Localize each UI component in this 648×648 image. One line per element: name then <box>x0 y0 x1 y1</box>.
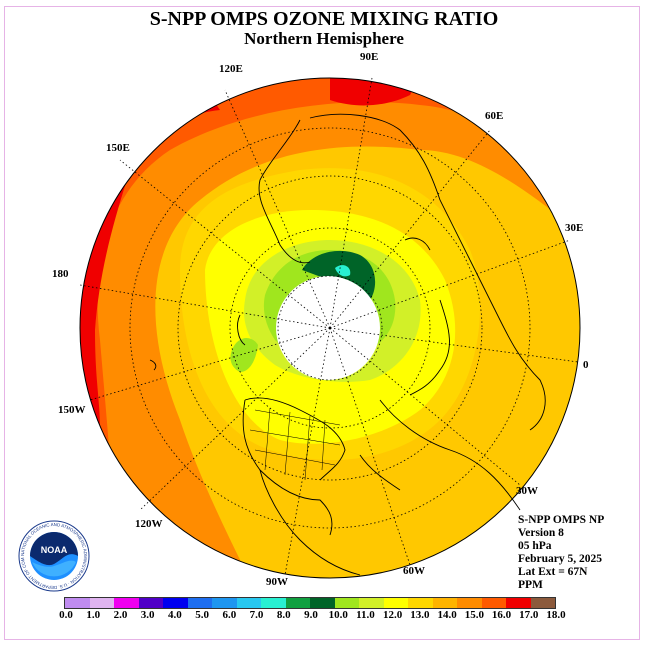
colorbar-tick-label: 15.0 <box>464 609 484 621</box>
colorbar-ticks: 0.0 1.0 2.0 3.0 4.0 5.0 6.0 7.0 8.0 9.0 10.0 11.0 12… <box>0 609 648 623</box>
colorbar-swatch <box>383 598 408 608</box>
lon-label-0: 0 <box>583 359 589 371</box>
map-subtitle: Northern Hemisphere <box>244 29 404 48</box>
colorbar-tick-label: 5.0 <box>195 609 209 621</box>
colorbar-swatch <box>236 598 261 608</box>
colorbar-swatch <box>285 598 310 608</box>
colorbar-swatch <box>408 598 433 608</box>
figure-frame <box>4 6 640 640</box>
noaa-logo: NATIONAL OCEANIC AND ATMOSPHERIC ADMINIS… <box>18 520 90 592</box>
map-title: S-NPP OMPS OZONE MIXING RATIO <box>149 8 499 30</box>
colorbar-swatch <box>432 598 457 608</box>
us-state-lines <box>249 407 341 481</box>
meridian-lines <box>79 77 579 576</box>
colorbar-swatch <box>163 598 188 608</box>
lon-label-120w: 120W <box>135 518 163 530</box>
colorbar-tick-label: 11.0 <box>356 609 375 621</box>
colorbar-tick-label: 3.0 <box>140 609 155 621</box>
colorbar-swatch <box>261 598 286 608</box>
colorbar-swatch <box>65 598 90 608</box>
colorbar-tick-label: 17.0 <box>519 609 539 621</box>
colorbar-tick-label: 18.0 <box>546 609 566 621</box>
colorbar-swatch <box>138 598 163 608</box>
colorbar-tick-label: 16.0 <box>491 609 512 621</box>
lon-label-180: 180 <box>52 268 69 280</box>
colorbar-swatch <box>212 598 237 608</box>
lon-label-60w: 60W <box>403 565 425 577</box>
colorbar-tick-label: 1.0 <box>86 609 101 621</box>
lon-label-90w: 90W <box>266 576 288 588</box>
lon-label-90e: 90E <box>360 51 379 63</box>
colorbar-swatch <box>334 598 359 608</box>
colorbar-tick-label: 6.0 <box>222 609 237 621</box>
colorbar-tick-label: 2.0 <box>113 609 128 621</box>
colorbar-swatch <box>530 598 555 608</box>
colorbar-tick-label: 14.0 <box>437 609 457 621</box>
info-panel: S-NPP OMPS NP Version 8 05 hPa February … <box>518 514 604 592</box>
colorbar-tick-label: 12.0 <box>383 609 403 621</box>
svg-text:NOAA: NOAA <box>41 545 68 555</box>
colorbar-swatch <box>114 598 139 608</box>
colorbar-tick-label: 9.0 <box>304 609 318 621</box>
info-lat-ext: Lat Ext = 67N <box>518 566 588 578</box>
info-pressure: 05 hPa <box>518 540 552 552</box>
lon-label-150w: 150W <box>58 404 86 416</box>
colorbar-tick-label: 10.0 <box>328 609 348 621</box>
info-date: February 5, 2025 <box>518 553 603 565</box>
colorbar-swatch <box>359 598 384 608</box>
colorbar-swatch <box>506 598 531 608</box>
colorbar-tick-label: 0.0 <box>59 609 73 621</box>
info-instrument: S-NPP OMPS NP <box>518 514 605 526</box>
map-boundary <box>79 77 581 579</box>
lon-label-30e: 30E <box>565 222 584 234</box>
lon-label-150e: 150E <box>106 142 130 154</box>
colorbar-swatch <box>89 598 114 608</box>
colorbar-tick-label: 4.0 <box>168 609 182 621</box>
colorbar-tick-label: 8.0 <box>276 609 291 621</box>
colorbar <box>64 597 556 609</box>
lon-label-30w: 30W <box>516 485 538 497</box>
coastlines <box>149 113 546 576</box>
lon-label-120e: 120E <box>219 63 243 75</box>
colorbar-swatch <box>457 598 482 608</box>
colorbar-tick-label: 13.0 <box>410 609 430 621</box>
info-version: Version 8 <box>518 527 564 539</box>
colorbar-swatch <box>187 598 212 608</box>
colorbar-tick-label: 7.0 <box>249 609 264 621</box>
lon-label-60e: 60E <box>485 110 504 122</box>
info-units: PPM <box>518 579 543 591</box>
colorbar-swatch <box>481 598 506 608</box>
colorbar-swatch <box>310 598 335 608</box>
